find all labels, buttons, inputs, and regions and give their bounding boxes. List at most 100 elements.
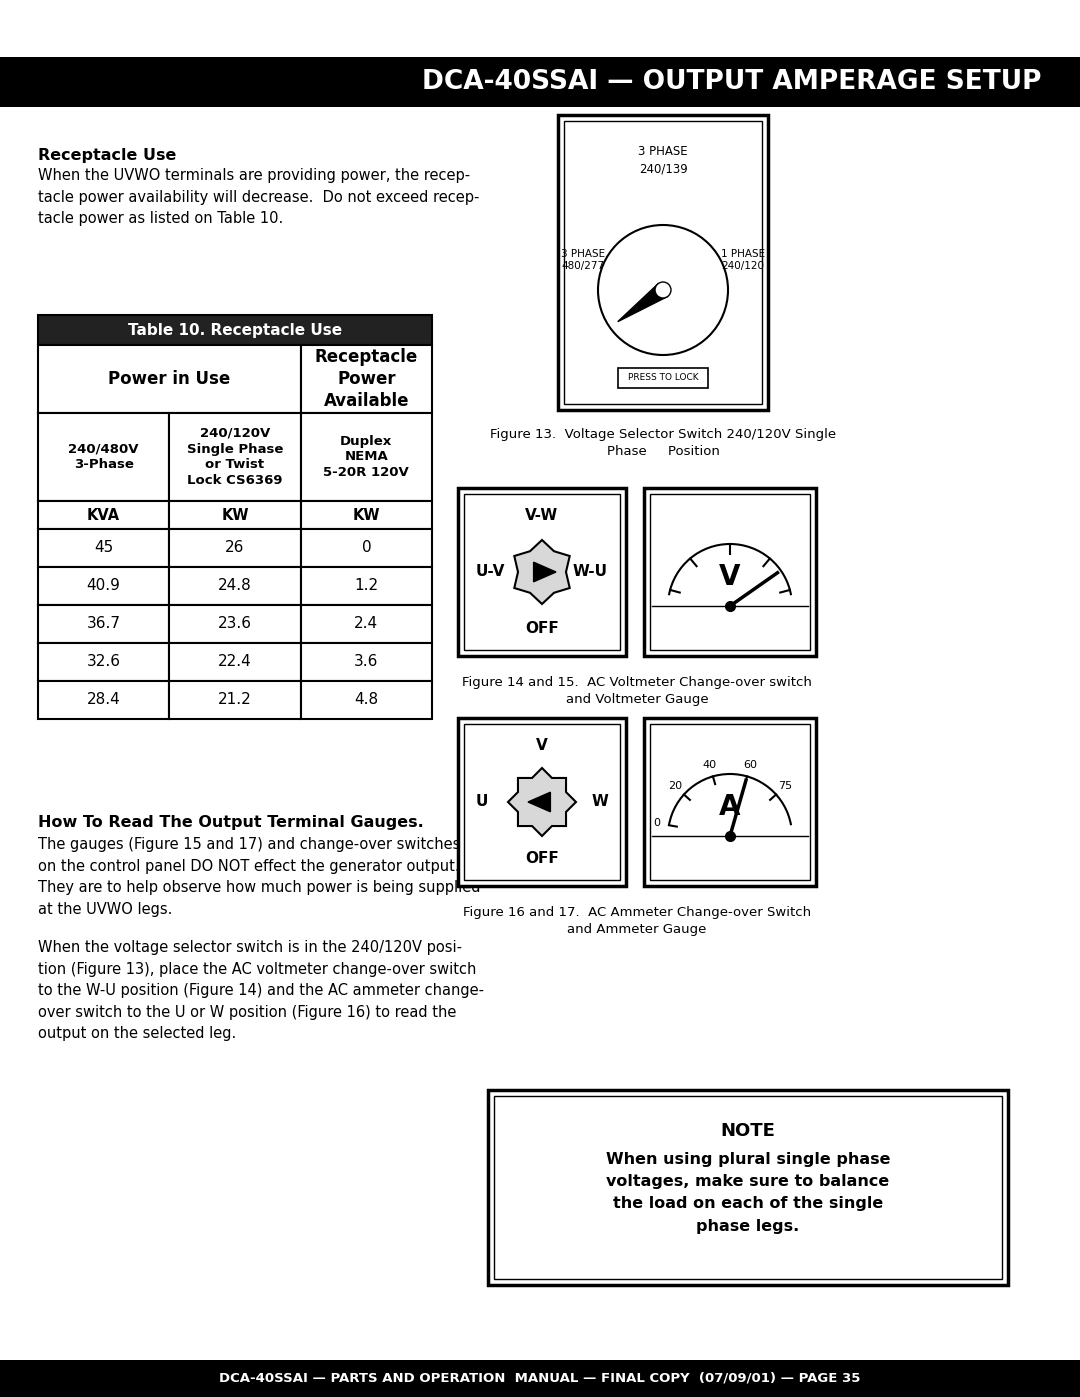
Text: 26: 26: [226, 541, 245, 556]
Text: How To Read The Output Terminal Gauges.: How To Read The Output Terminal Gauges.: [38, 814, 423, 830]
Bar: [170, 414, 300, 502]
Text: 3 PHASE
240/139: 3 PHASE 240/139: [638, 145, 688, 175]
Bar: [494, 1097, 1002, 1280]
Bar: [564, 122, 762, 404]
Bar: [170, 567, 300, 605]
Text: 40.9: 40.9: [86, 578, 121, 594]
Text: 1.2: 1.2: [354, 578, 378, 594]
Bar: [488, 1090, 1008, 1285]
Text: Power in Use: Power in Use: [108, 370, 230, 388]
Bar: [458, 488, 626, 657]
Bar: [300, 680, 432, 719]
Bar: [170, 529, 300, 567]
Text: 22.4: 22.4: [218, 655, 252, 669]
Text: 240/480V
3-Phase: 240/480V 3-Phase: [68, 443, 139, 472]
Text: 3 PHASE
480/277: 3 PHASE 480/277: [561, 249, 605, 271]
Circle shape: [598, 225, 728, 355]
Text: 240/120V
Single Phase
or Twist
Lock CS6369: 240/120V Single Phase or Twist Lock CS63…: [187, 426, 283, 488]
Bar: [458, 718, 626, 886]
Bar: [38, 643, 170, 680]
Text: 60: 60: [743, 760, 757, 770]
Polygon shape: [528, 792, 551, 812]
Bar: [170, 502, 300, 529]
Polygon shape: [508, 768, 576, 835]
Bar: [0, 1361, 1080, 1397]
Text: When the voltage selector switch is in the 240/120V posi-
tion (Figure 13), plac: When the voltage selector switch is in t…: [38, 940, 484, 1041]
Polygon shape: [534, 562, 556, 581]
Text: OFF: OFF: [525, 851, 558, 866]
Bar: [300, 643, 432, 680]
Text: 4.8: 4.8: [354, 693, 378, 707]
Bar: [170, 643, 300, 680]
Bar: [300, 567, 432, 605]
Text: 2.4: 2.4: [354, 616, 378, 631]
Text: 20: 20: [667, 781, 683, 792]
Text: 28.4: 28.4: [86, 693, 121, 707]
Bar: [300, 502, 432, 529]
Bar: [650, 495, 810, 650]
Bar: [618, 367, 708, 388]
Text: When the UVWO terminals are providing power, the recep-
tacle power availability: When the UVWO terminals are providing po…: [38, 168, 480, 226]
Polygon shape: [514, 541, 570, 604]
Bar: [38, 345, 300, 414]
Text: 45: 45: [94, 541, 113, 556]
Text: V-W: V-W: [525, 509, 558, 522]
Text: V: V: [536, 738, 548, 753]
Text: When using plural single phase
voltages, make sure to balance
the load on each o: When using plural single phase voltages,…: [606, 1153, 890, 1234]
Bar: [644, 718, 816, 886]
Text: V: V: [719, 563, 741, 591]
Text: 24.8: 24.8: [218, 578, 252, 594]
Text: 75: 75: [778, 781, 792, 792]
Text: A: A: [719, 793, 741, 821]
Text: Receptacle
Power
Available: Receptacle Power Available: [314, 348, 418, 411]
Text: DCA-40SSAI — PARTS AND OPERATION  MANUAL — FINAL COPY  (07/09/01) — PAGE 35: DCA-40SSAI — PARTS AND OPERATION MANUAL …: [219, 1372, 861, 1384]
Text: DCA-40SSAI — OUTPUT AMPERAGE SETUP: DCA-40SSAI — OUTPUT AMPERAGE SETUP: [422, 68, 1042, 95]
Bar: [170, 680, 300, 719]
Bar: [558, 115, 768, 409]
Text: Figure 16 and 17.  AC Ammeter Change-over Switch
and Ammeter Gauge: Figure 16 and 17. AC Ammeter Change-over…: [463, 907, 811, 936]
Bar: [38, 314, 432, 345]
Bar: [38, 529, 170, 567]
Text: OFF: OFF: [525, 622, 558, 636]
Text: W-U: W-U: [573, 564, 608, 580]
Text: 3.6: 3.6: [354, 655, 378, 669]
Bar: [38, 502, 170, 529]
Text: KVA: KVA: [87, 507, 120, 522]
Text: 23.6: 23.6: [218, 616, 252, 631]
Text: 1 PHASE
240/120: 1 PHASE 240/120: [721, 249, 765, 271]
Bar: [170, 605, 300, 643]
Bar: [38, 567, 170, 605]
Bar: [38, 414, 170, 502]
Text: PRESS TO LOCK: PRESS TO LOCK: [627, 373, 699, 383]
Bar: [650, 724, 810, 880]
Bar: [300, 414, 432, 502]
Text: 32.6: 32.6: [86, 655, 121, 669]
Text: U-V: U-V: [476, 564, 505, 580]
Text: 40: 40: [703, 760, 717, 770]
Text: Figure 13.  Voltage Selector Switch 240/120V Single
Phase     Position: Figure 13. Voltage Selector Switch 240/1…: [490, 427, 836, 458]
Polygon shape: [618, 284, 667, 321]
Text: Duplex
NEMA
5-20R 120V: Duplex NEMA 5-20R 120V: [323, 434, 409, 479]
Text: W: W: [591, 795, 608, 809]
Text: Receptacle Use: Receptacle Use: [38, 148, 176, 163]
Text: U: U: [476, 795, 488, 809]
Text: Table 10. Receptacle Use: Table 10. Receptacle Use: [127, 323, 342, 338]
Bar: [300, 345, 432, 414]
Text: KW: KW: [221, 507, 248, 522]
Text: KW: KW: [352, 507, 380, 522]
Bar: [644, 488, 816, 657]
Text: 36.7: 36.7: [86, 616, 121, 631]
Bar: [464, 724, 620, 880]
Bar: [0, 57, 1080, 108]
Circle shape: [654, 282, 671, 298]
Text: 0: 0: [653, 819, 661, 828]
Text: Figure 14 and 15.  AC Voltmeter Change-over switch
and Voltmeter Gauge: Figure 14 and 15. AC Voltmeter Change-ov…: [462, 676, 812, 705]
Text: 0: 0: [362, 541, 372, 556]
Text: NOTE: NOTE: [720, 1122, 775, 1140]
Bar: [38, 680, 170, 719]
Text: The gauges (Figure 15 and 17) and change-over switches
on the control panel DO N: The gauges (Figure 15 and 17) and change…: [38, 837, 481, 916]
Bar: [38, 605, 170, 643]
Text: 21.2: 21.2: [218, 693, 252, 707]
Bar: [300, 605, 432, 643]
Bar: [300, 529, 432, 567]
